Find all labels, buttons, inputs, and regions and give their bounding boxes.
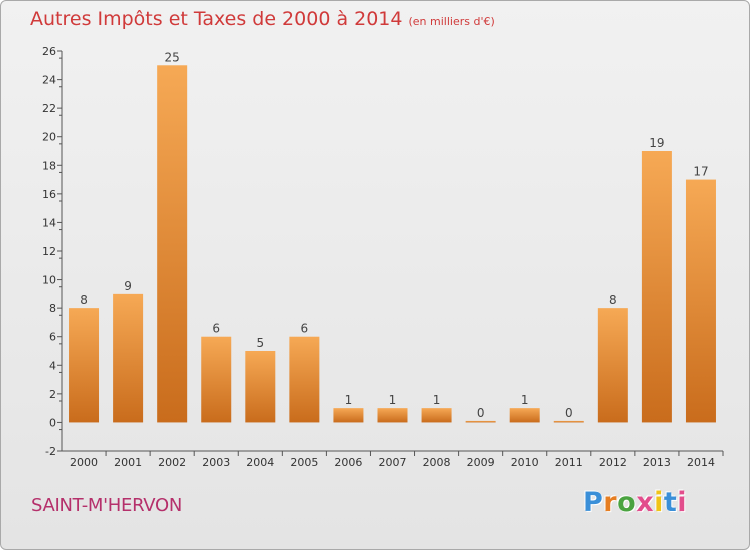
bar-2005 — [289, 336, 320, 423]
x-tick-label: 2013 — [643, 456, 671, 469]
y-tick-label: 18 — [42, 159, 56, 172]
y-tick-label: 6 — [49, 331, 56, 344]
x-tick-label: 2004 — [246, 456, 274, 469]
data-label-2012: 8 — [609, 293, 617, 307]
y-tick-label: 4 — [49, 359, 56, 372]
logo-letter: i — [654, 487, 664, 518]
x-tick-label: 2012 — [599, 456, 627, 469]
bar-2010 — [509, 408, 540, 423]
y-tick-label: 16 — [42, 188, 56, 201]
data-label-2002: 25 — [165, 50, 180, 64]
logo-letter: r — [603, 487, 618, 518]
bar-2014 — [685, 179, 716, 423]
data-label-2007: 1 — [389, 393, 397, 407]
chart-subtitle: (en milliers d'€) — [408, 15, 495, 28]
data-label-2009: 0 — [477, 406, 485, 420]
y-tick-label: 12 — [42, 245, 56, 258]
data-label-2003: 6 — [212, 322, 220, 336]
data-label-2005: 6 — [301, 322, 309, 336]
y-tick-label: -2 — [45, 445, 56, 458]
y-tick-label: 24 — [42, 74, 56, 87]
x-tick-label: 2009 — [467, 456, 495, 469]
bar-2009 — [465, 420, 496, 423]
data-label-2006: 1 — [345, 393, 353, 407]
data-label-2008: 1 — [433, 393, 441, 407]
logo-letter: t — [663, 487, 678, 518]
bar-2000 — [69, 308, 100, 423]
bar-2012 — [597, 308, 628, 423]
y-tick-label: 8 — [49, 302, 56, 315]
chart-title-block: Autres Impôts et Taxes de 2000 à 2014 (en… — [30, 8, 495, 30]
commune-name: SAINT-M'HERVON — [31, 495, 183, 516]
data-label-2001: 9 — [124, 279, 132, 293]
x-tick-label: 2006 — [334, 456, 362, 469]
x-tick-label: 2000 — [70, 456, 98, 469]
x-tick-label: 2008 — [423, 456, 451, 469]
bar-2013 — [641, 151, 672, 423]
proxiti-logo: Proxiti — [583, 487, 687, 518]
x-tick-label: 2002 — [158, 456, 186, 469]
x-tick-label: 2014 — [687, 456, 715, 469]
data-label-2011: 0 — [565, 406, 573, 420]
y-tick-label: 0 — [49, 416, 56, 429]
x-tick-label: 2003 — [202, 456, 230, 469]
logo-letter: i — [677, 487, 688, 518]
data-label-2013: 19 — [649, 136, 664, 150]
bar-2011 — [553, 420, 584, 423]
bar-2003 — [201, 336, 232, 423]
x-tick-label: 2007 — [379, 456, 407, 469]
data-label-2010: 1 — [521, 393, 529, 407]
x-tick-label: 2011 — [555, 456, 583, 469]
bar-2007 — [377, 408, 408, 423]
x-tick-label: 2010 — [511, 456, 539, 469]
bar-2002 — [157, 65, 188, 423]
y-tick-label: 20 — [42, 131, 56, 144]
y-tick-label: 2 — [49, 388, 56, 401]
y-tick-label: 14 — [42, 216, 56, 229]
data-label-2004: 5 — [256, 336, 264, 350]
logo-letter: x — [636, 487, 655, 518]
bar-2006 — [333, 408, 364, 423]
x-tick-label: 2001 — [114, 456, 142, 469]
data-label-2000: 8 — [80, 293, 88, 307]
logo-letter: o — [617, 487, 637, 518]
x-tick-label: 2005 — [290, 456, 318, 469]
y-tick-label: 22 — [42, 102, 56, 115]
y-tick-label: 10 — [42, 274, 56, 287]
y-tick-label: 26 — [42, 45, 56, 58]
data-label-2014: 17 — [693, 165, 708, 179]
logo-letter: P — [583, 487, 604, 518]
bar-2008 — [421, 408, 452, 423]
chart-title: Autres Impôts et Taxes de 2000 à 2014 — [30, 8, 403, 30]
bar-2004 — [245, 351, 276, 423]
bar-2001 — [113, 293, 144, 423]
